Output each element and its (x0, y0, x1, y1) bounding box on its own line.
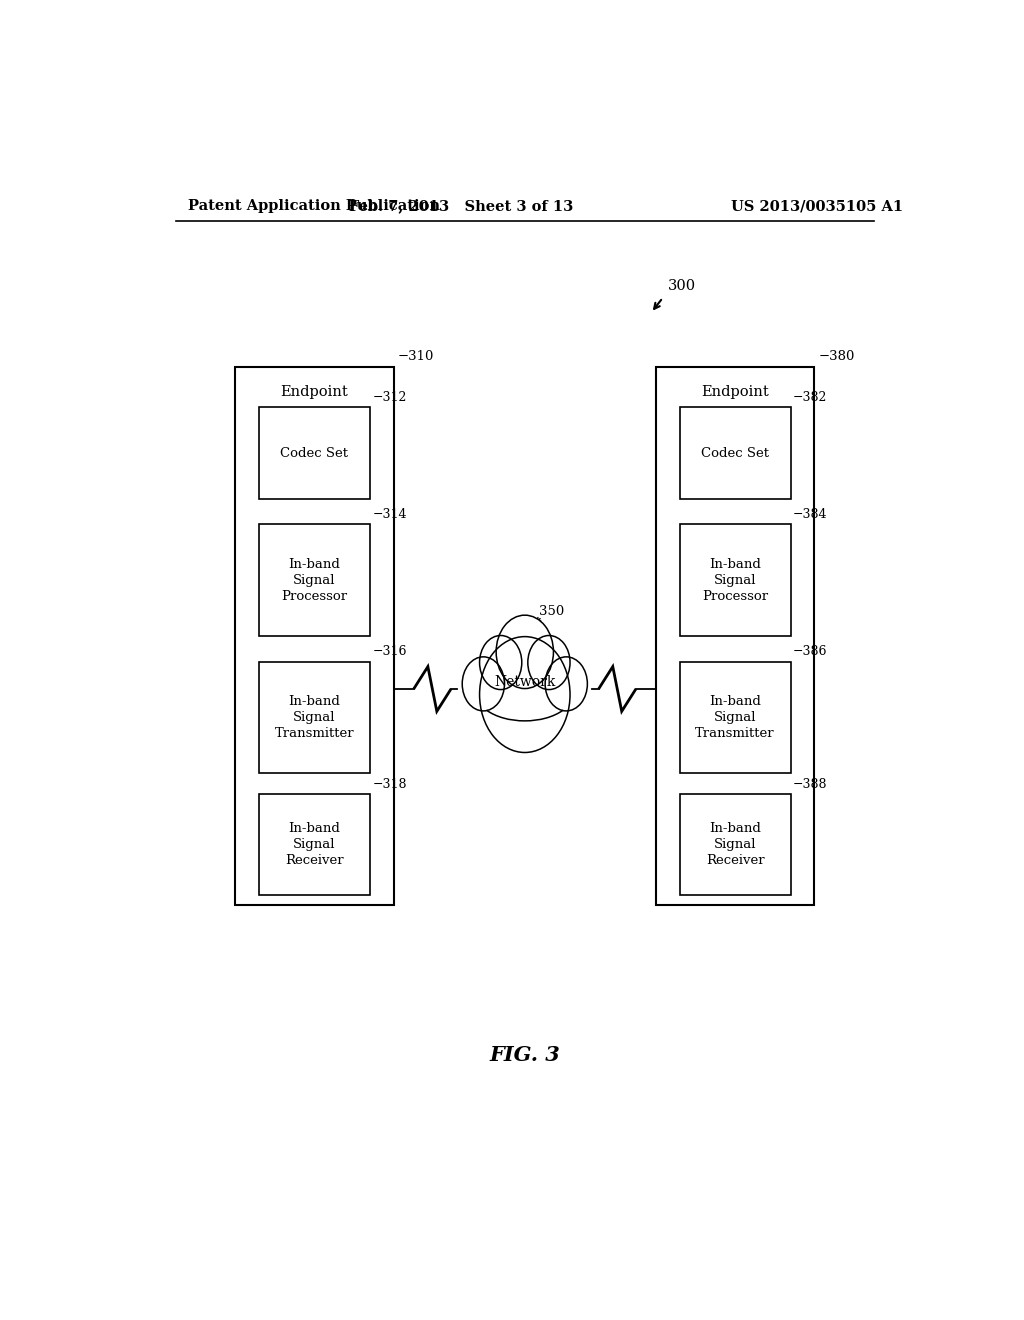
Text: −386: −386 (793, 645, 827, 659)
Bar (259, 793, 370, 895)
Bar (259, 524, 370, 636)
Bar (259, 408, 370, 499)
Ellipse shape (476, 643, 573, 710)
Bar (655, 367, 814, 906)
Text: −380: −380 (818, 350, 855, 363)
Text: 350: 350 (539, 605, 564, 618)
Text: In-band
Signal
Transmitter: In-band Signal Transmitter (695, 694, 775, 741)
Text: Endpoint: Endpoint (701, 385, 769, 399)
Text: −382: −382 (793, 391, 827, 404)
Text: −318: −318 (373, 777, 407, 791)
Text: FIG. 3: FIG. 3 (489, 1045, 560, 1065)
Text: −384: −384 (793, 508, 827, 521)
Text: Codec Set: Codec Set (281, 446, 348, 459)
Text: −314: −314 (373, 508, 407, 521)
Ellipse shape (479, 635, 522, 689)
Ellipse shape (479, 636, 570, 752)
Text: In-band
Signal
Processor: In-band Signal Processor (282, 558, 347, 603)
Bar (259, 661, 370, 774)
Text: Patent Application Publication: Patent Application Publication (187, 199, 439, 213)
Text: In-band
Signal
Processor: In-band Signal Processor (702, 558, 768, 603)
Bar (680, 524, 791, 636)
Bar (236, 367, 394, 906)
Bar (680, 408, 791, 499)
Text: −388: −388 (793, 777, 827, 791)
Text: US 2013/0035105 A1: US 2013/0035105 A1 (731, 199, 903, 213)
Text: −312: −312 (373, 391, 407, 404)
Ellipse shape (545, 657, 588, 711)
Text: 300: 300 (668, 279, 695, 293)
Ellipse shape (497, 615, 553, 689)
Ellipse shape (462, 657, 505, 711)
Text: −310: −310 (397, 350, 434, 363)
Text: Codec Set: Codec Set (701, 446, 769, 459)
Bar (680, 793, 791, 895)
Text: Network: Network (495, 675, 555, 689)
Text: Endpoint: Endpoint (281, 385, 348, 399)
Text: −316: −316 (373, 645, 407, 659)
Text: In-band
Signal
Transmitter: In-band Signal Transmitter (274, 694, 354, 741)
Text: Feb. 7, 2013   Sheet 3 of 13: Feb. 7, 2013 Sheet 3 of 13 (349, 199, 573, 213)
Text: In-band
Signal
Receiver: In-band Signal Receiver (285, 822, 344, 867)
Text: In-band
Signal
Receiver: In-band Signal Receiver (706, 822, 765, 867)
Bar (680, 661, 791, 774)
Ellipse shape (527, 635, 570, 689)
